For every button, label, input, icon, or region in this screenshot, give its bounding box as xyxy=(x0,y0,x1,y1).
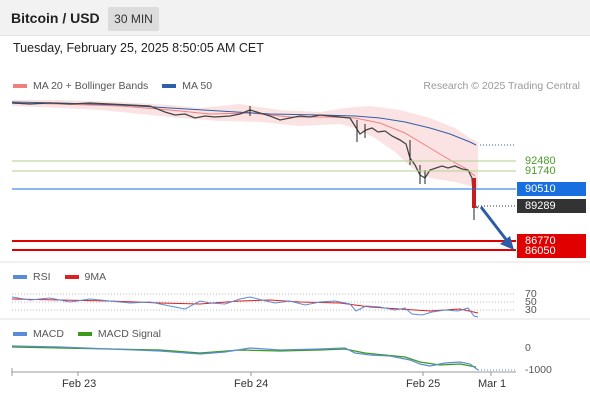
forecast-arrowhead xyxy=(500,236,514,250)
rsi-ma-legend-label: 9MA xyxy=(84,271,107,283)
credit-text: Research © 2025 Trading Central xyxy=(423,80,580,92)
resistance2-label: 92480 xyxy=(525,155,556,167)
date-label-feb23: Feb 23 xyxy=(62,378,97,390)
rsi-axis-50: 50 xyxy=(525,296,537,308)
rsi-axis-30: 30 xyxy=(525,304,537,316)
support2-tag: 86050 xyxy=(517,244,586,258)
macd-signal-line xyxy=(11,346,477,368)
macd-signal-swatch xyxy=(77,332,92,336)
rsi-axis-70: 70 xyxy=(525,288,537,300)
last-price-tag: 89289 xyxy=(517,199,586,213)
macd-line xyxy=(11,345,479,371)
timeframe-button[interactable]: 30 MIN xyxy=(108,7,159,31)
bollinger-band xyxy=(12,100,478,190)
rsi-legend-label: RSI xyxy=(33,271,51,283)
macd-axis-minus1000: -1000 xyxy=(525,364,552,376)
ma50-swatch xyxy=(162,84,177,88)
rsi-swatch xyxy=(13,275,27,279)
timestamp: Tuesday, February 25, 2025 8:50:05 AM CE… xyxy=(13,41,264,55)
rsi-legend: RSI 9MA xyxy=(13,271,120,283)
ma20-legend-label: MA 20 + Bollinger Bands xyxy=(33,80,149,92)
date-label-feb25: Feb 25 xyxy=(406,378,441,390)
ma50-legend-label: MA 50 xyxy=(182,80,213,92)
date-label-feb24: Feb 24 xyxy=(234,378,269,390)
price-legend: MA 20 + Bollinger Bands MA 50 xyxy=(13,80,226,92)
title-bar: Bitcoin / USD 30 MIN xyxy=(0,0,590,36)
last-candle-body xyxy=(472,178,476,208)
date-label-mar1: Mar 1 xyxy=(478,378,507,390)
ma20-swatch xyxy=(13,84,27,88)
resistance1-label: 91740 xyxy=(525,165,556,177)
macd-legend-label: MACD xyxy=(33,328,64,340)
macd-swatch xyxy=(13,332,27,336)
ma20-line xyxy=(11,102,476,177)
price-line xyxy=(11,102,479,209)
rsi-ma-swatch xyxy=(64,275,79,279)
macd-signal-legend-label: MACD Signal xyxy=(97,328,161,340)
macd-legend: MACD MACD Signal xyxy=(13,328,175,340)
instrument-title: Bitcoin / USD xyxy=(11,10,100,26)
rsi-line xyxy=(11,296,479,318)
macd-axis-zero: 0 xyxy=(525,342,531,354)
pivot-tag: 90510 xyxy=(517,182,586,196)
forecast-arrow xyxy=(479,206,510,243)
